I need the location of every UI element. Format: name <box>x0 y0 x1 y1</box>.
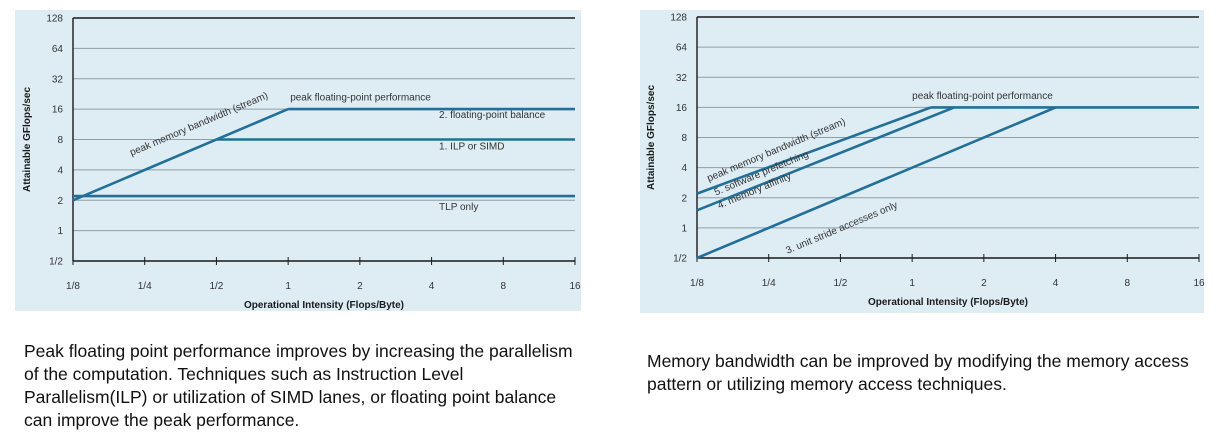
y-tick-label: 1/2 <box>49 257 63 268</box>
annotation-tlp-only: TLP only <box>439 202 478 213</box>
y-tick-label: 1/2 <box>673 254 687 265</box>
y-tick-label: 128 <box>46 14 63 25</box>
y-tick-label: 32 <box>676 73 688 84</box>
y-tick-label: 4 <box>57 165 63 176</box>
y-tick-label: 8 <box>681 133 687 144</box>
x-tick-label: 8 <box>1125 278 1131 289</box>
y-axis-title: Attainable GFlops/sec <box>22 87 33 192</box>
caption-right: Memory bandwidth can be improved by modi… <box>647 351 1189 394</box>
roofline-chart-right: 1/2 1 2 4 8 16 32 64 128 1/8 1/4 1/2 1 2 4 8 16 peak floa… <box>640 10 1205 313</box>
x-axis-title: Operational Intensity (Flops/Byte) <box>868 297 1028 308</box>
y-tick-label: 1 <box>57 226 63 237</box>
x-tick-label: 1/2 <box>209 281 223 292</box>
x-tick-label: 16 <box>1193 278 1205 289</box>
y-tick-label: 32 <box>52 74 64 85</box>
series-line-peak-memory-bandwidth-stream <box>72 107 289 202</box>
annotation-peak-floating-point-performance: peak floating-point performance <box>912 91 1053 102</box>
plot-background <box>640 10 1204 313</box>
annotation-1-ilp-or-simd: 1. ILP or SIMD <box>439 141 504 152</box>
y-tick-label: 128 <box>670 13 687 24</box>
annotation-peak-floating-point-performance: peak floating-point performance <box>290 92 431 103</box>
x-tick-label: 4 <box>1053 278 1059 289</box>
x-tick-label: 1 <box>285 281 291 292</box>
y-tick-label: 2 <box>681 193 687 204</box>
x-tick-label: 1/8 <box>690 278 704 289</box>
series-line-3-unit-stride-accesses-only <box>696 106 1057 260</box>
y-tick-label: 1 <box>681 223 687 234</box>
x-tick-label: 16 <box>569 281 581 292</box>
x-tick-label: 1/8 <box>66 281 80 292</box>
x-tick-label: 2 <box>357 281 363 292</box>
x-tick-label: 1 <box>909 278 915 289</box>
caption-left: Peak floating point performance improves… <box>24 341 573 430</box>
plot-background <box>15 10 581 311</box>
series-line-peak-memory-bandwidth-stream <box>696 106 932 195</box>
x-tick-label: 2 <box>981 278 987 289</box>
x-tick-label: 8 <box>501 281 507 292</box>
y-tick-label: 16 <box>52 105 64 116</box>
y-tick-label: 8 <box>57 135 63 146</box>
y-tick-label: 16 <box>676 103 688 114</box>
roofline-chart-left: 1/2 1 2 4 8 16 32 64 128 1/8 1/4 1/2 1 2 4 8 16 peak floa… <box>15 10 581 311</box>
x-tick-label: 1/4 <box>762 278 776 289</box>
left-chart-panel: 1/2 1 2 4 8 16 32 64 128 1/8 1/4 1/2 1 2 4 8 16 peak floa… <box>0 0 600 443</box>
y-axis-title: Attainable GFlops/sec <box>646 85 657 190</box>
y-tick-label: 64 <box>52 44 64 55</box>
annotation-2-floating-point-balance: 2. floating-point balance <box>439 110 546 121</box>
right-chart-panel: 1/2 1 2 4 8 16 32 64 128 1/8 1/4 1/2 1 2 4 8 16 peak floa… <box>620 0 1220 443</box>
y-tick-label: 2 <box>57 196 63 207</box>
x-axis-title: Operational Intensity (Flops/Byte) <box>244 300 404 311</box>
x-tick-label: 4 <box>429 281 435 292</box>
series-line-5-software-prefetching <box>696 106 955 212</box>
x-tick-label: 1/2 <box>833 278 847 289</box>
x-tick-label: 1/4 <box>138 281 152 292</box>
y-tick-label: 4 <box>681 163 687 174</box>
y-tick-label: 64 <box>676 43 688 54</box>
